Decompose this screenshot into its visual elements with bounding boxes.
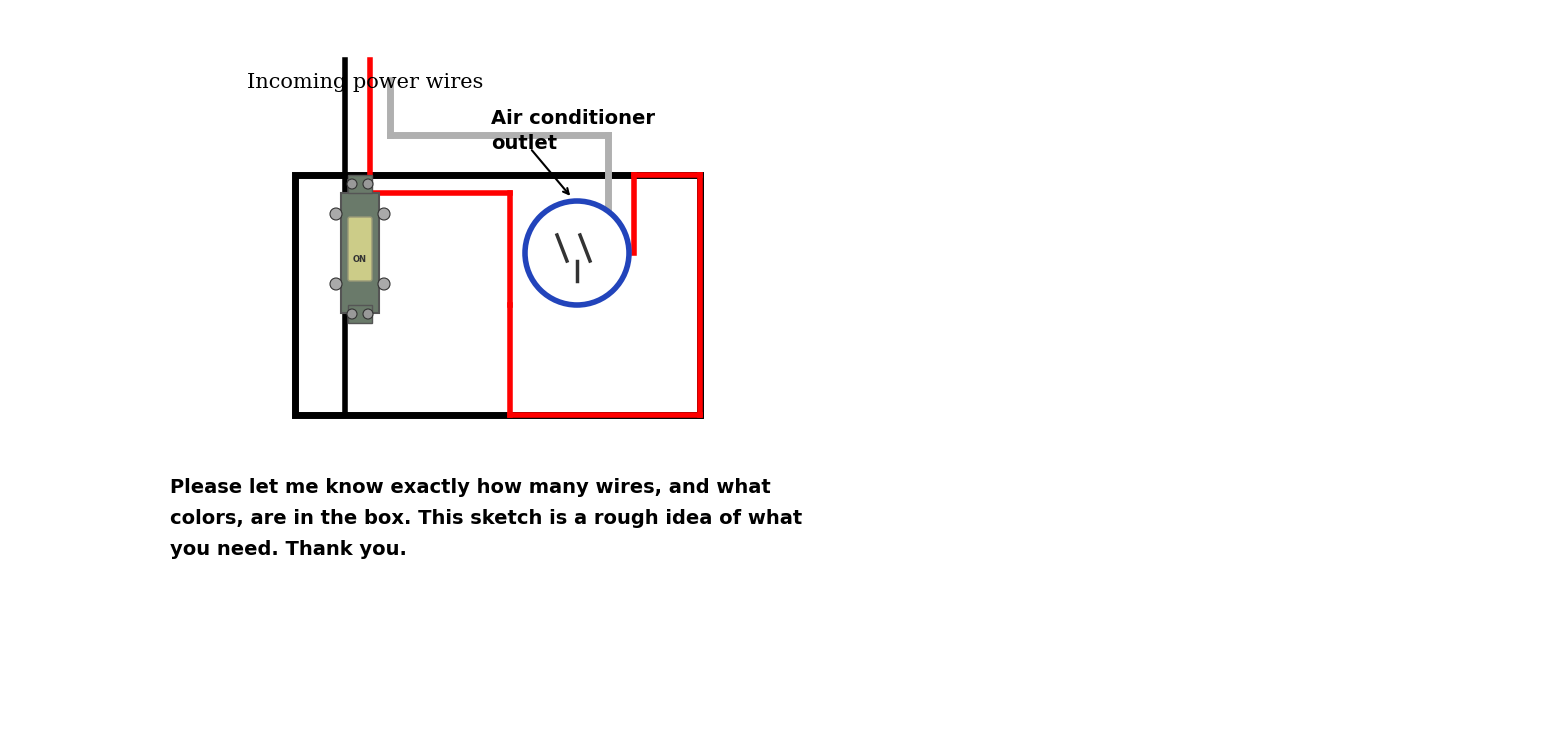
Circle shape — [378, 208, 389, 220]
Bar — [296, 175, 701, 415]
Text: Incoming power wires: Incoming power wires — [247, 74, 483, 92]
Circle shape — [363, 309, 372, 319]
Circle shape — [347, 179, 357, 189]
Text: Please let me know exactly how many wires, and what
colors, are in the box. This: Please let me know exactly how many wire… — [170, 478, 802, 559]
Circle shape — [330, 208, 343, 220]
Bar — [349, 305, 372, 323]
Circle shape — [526, 201, 629, 305]
Text: Air conditioner
outlet: Air conditioner outlet — [491, 109, 655, 153]
Text: ON: ON — [353, 254, 368, 263]
Circle shape — [363, 179, 372, 189]
Circle shape — [378, 278, 389, 290]
Circle shape — [347, 309, 357, 319]
Bar — [349, 175, 372, 193]
Circle shape — [330, 278, 343, 290]
FancyBboxPatch shape — [349, 217, 372, 281]
Bar — [341, 193, 378, 313]
